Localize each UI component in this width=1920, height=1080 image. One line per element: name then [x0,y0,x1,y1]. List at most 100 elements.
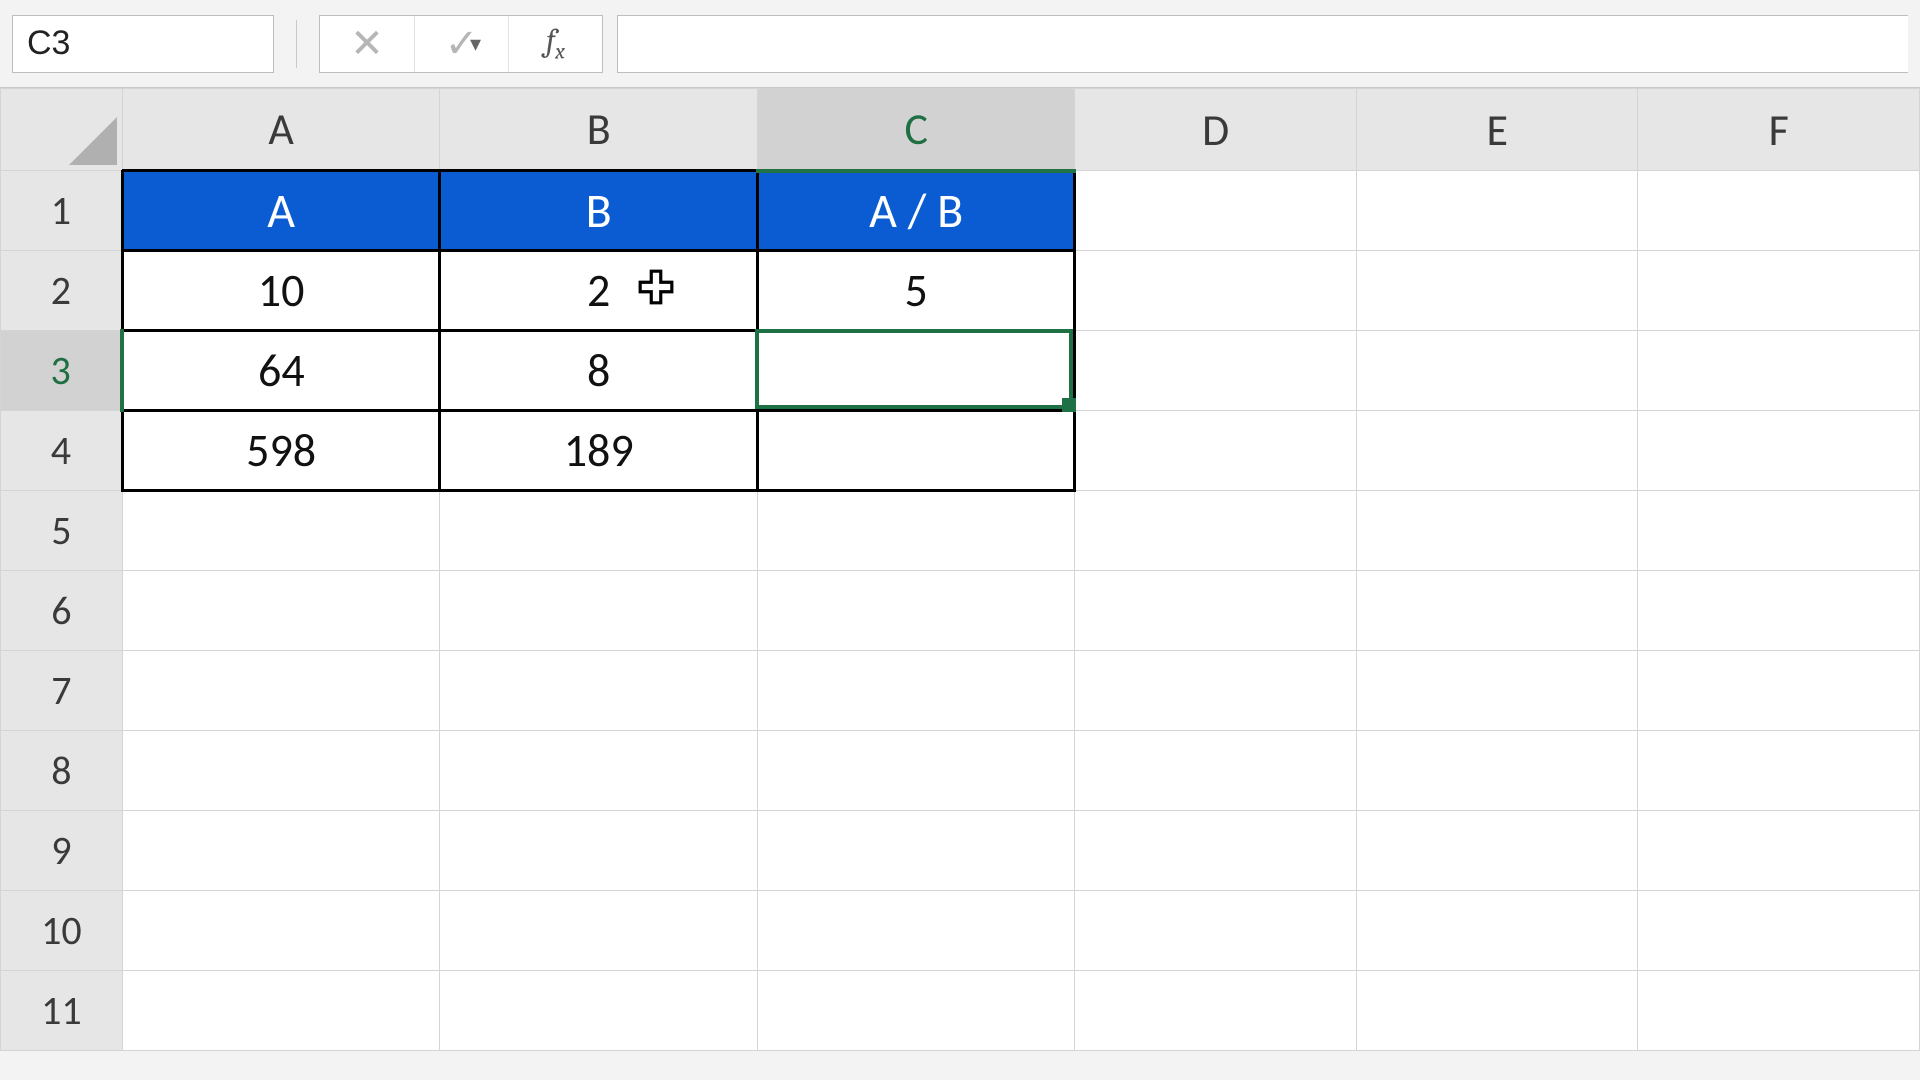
cell-D1[interactable] [1075,171,1357,251]
cell-D10[interactable] [1075,891,1357,971]
cell-B9[interactable] [440,811,758,891]
cell-C8[interactable] [757,731,1074,811]
cell-E8[interactable] [1356,731,1638,811]
table-row: 9 [1,811,1920,891]
column-header-E[interactable]: E [1356,89,1638,171]
row-header-5[interactable]: 5 [1,491,123,571]
chevron-down-icon[interactable]: ▾ [470,16,481,72]
column-header-row: A B C D E F [1,89,1920,171]
row-header-11[interactable]: 11 [1,971,123,1051]
cell-A9[interactable] [122,811,440,891]
cell-F7[interactable] [1638,651,1920,731]
table-row: 7 [1,651,1920,731]
table-row: 5 [1,491,1920,571]
cell-D3[interactable] [1075,331,1357,411]
row-header-3[interactable]: 3 [1,331,123,411]
cell-B3[interactable]: 8 [440,331,758,411]
cell-C11[interactable] [757,971,1074,1051]
table-row: 3648 [1,331,1920,411]
cell-E5[interactable] [1356,491,1638,571]
cell-F9[interactable] [1638,811,1920,891]
cell-A2[interactable]: 10 [122,251,440,331]
table-row: 4598189 [1,411,1920,491]
cell-C3[interactable] [757,331,1074,411]
cell-F5[interactable] [1638,491,1920,571]
cell-F8[interactable] [1638,731,1920,811]
row-header-10[interactable]: 10 [1,891,123,971]
cell-E11[interactable] [1356,971,1638,1051]
cell-A3[interactable]: 64 [122,331,440,411]
cell-F6[interactable] [1638,571,1920,651]
cell-C6[interactable] [757,571,1074,651]
cell-D7[interactable] [1075,651,1357,731]
cell-B6[interactable] [440,571,758,651]
cell-C5[interactable] [757,491,1074,571]
cell-F4[interactable] [1638,411,1920,491]
cell-A8[interactable] [122,731,440,811]
select-all-icon [69,117,117,165]
formula-input[interactable] [617,15,1908,73]
cell-F11[interactable] [1638,971,1920,1051]
spreadsheet-grid[interactable]: A B C D E F 1ABA / B21025364845981895678… [0,88,1920,1051]
cell-C2[interactable]: 5 [757,251,1074,331]
cell-A7[interactable] [122,651,440,731]
cell-E7[interactable] [1356,651,1638,731]
cell-D5[interactable] [1075,491,1357,571]
cell-E9[interactable] [1356,811,1638,891]
column-header-B[interactable]: B [440,89,758,171]
column-header-C[interactable]: C [757,89,1074,171]
cell-A11[interactable] [122,971,440,1051]
cell-B8[interactable] [440,731,758,811]
row-header-4[interactable]: 4 [1,411,123,491]
cell-C1[interactable]: A / B [757,171,1074,251]
cell-E1[interactable] [1356,171,1638,251]
cell-C4[interactable] [757,411,1074,491]
insert-function-button[interactable]: fx [508,16,602,72]
cell-C10[interactable] [757,891,1074,971]
cell-C7[interactable] [757,651,1074,731]
cell-A4[interactable]: 598 [122,411,440,491]
cell-F1[interactable] [1638,171,1920,251]
cell-D2[interactable] [1075,251,1357,331]
row-header-1[interactable]: 1 [1,171,123,251]
cell-B7[interactable] [440,651,758,731]
row-header-8[interactable]: 8 [1,731,123,811]
cell-B1[interactable]: B [440,171,758,251]
fx-icon: fx [546,22,565,64]
row-header-2[interactable]: 2 [1,251,123,331]
cell-D9[interactable] [1075,811,1357,891]
cell-E3[interactable] [1356,331,1638,411]
cell-B5[interactable] [440,491,758,571]
column-header-F[interactable]: F [1638,89,1920,171]
cell-D4[interactable] [1075,411,1357,491]
row-header-7[interactable]: 7 [1,651,123,731]
cell-B10[interactable] [440,891,758,971]
cell-E2[interactable] [1356,251,1638,331]
table-row: 21025 [1,251,1920,331]
cell-F3[interactable] [1638,331,1920,411]
cell-E4[interactable] [1356,411,1638,491]
cell-F2[interactable] [1638,251,1920,331]
cell-B11[interactable] [440,971,758,1051]
cell-A6[interactable] [122,571,440,651]
cell-D11[interactable] [1075,971,1357,1051]
cell-D8[interactable] [1075,731,1357,811]
cell-F10[interactable] [1638,891,1920,971]
column-header-A[interactable]: A [122,89,440,171]
row-header-9[interactable]: 9 [1,811,123,891]
name-box[interactable]: ▾ [12,15,274,73]
cell-D6[interactable] [1075,571,1357,651]
cell-E10[interactable] [1356,891,1638,971]
cell-E6[interactable] [1356,571,1638,651]
cell-A5[interactable] [122,491,440,571]
column-header-D[interactable]: D [1075,89,1357,171]
cell-C9[interactable] [757,811,1074,891]
cell-B4[interactable]: 189 [440,411,758,491]
row-header-6[interactable]: 6 [1,571,123,651]
cell-A1[interactable]: A [122,171,440,251]
cell-B2[interactable]: 2 [440,251,758,331]
name-box-input[interactable] [13,24,470,63]
table-row: 1ABA / B [1,171,1920,251]
select-all-corner[interactable] [1,89,123,171]
cell-A10[interactable] [122,891,440,971]
